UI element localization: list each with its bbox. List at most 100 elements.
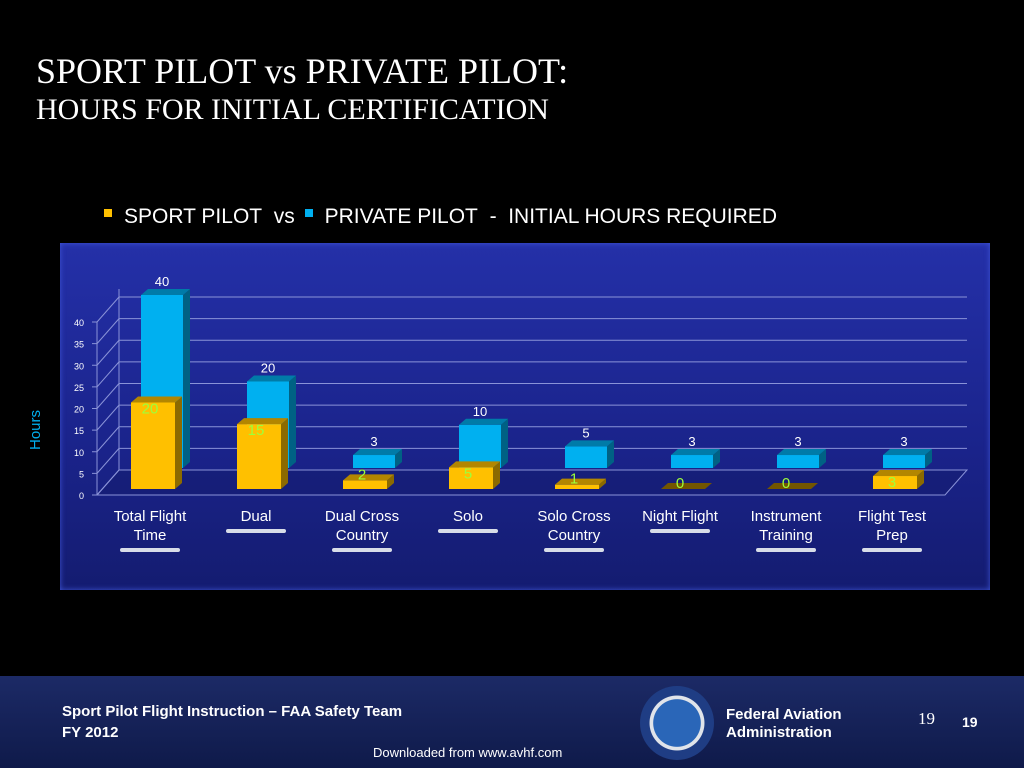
grid-diagonal <box>96 404 120 431</box>
bar-private-top <box>141 289 190 295</box>
bar-sport <box>343 480 387 489</box>
x-tick-label: Dual Cross Country <box>316 507 408 552</box>
bar-private-side <box>713 449 720 468</box>
grid-diagonal <box>96 448 120 474</box>
grid-diagonal <box>96 339 120 366</box>
org-name: Administration <box>726 724 832 741</box>
legend-note: - INITIAL HOURS REQUIRED <box>489 205 777 228</box>
value-label: 0 <box>676 475 684 492</box>
grid-diagonal <box>96 318 120 344</box>
bar-sport <box>237 424 281 489</box>
value-label: 3 <box>794 434 801 449</box>
value-label: 3 <box>888 474 896 491</box>
value-label: 40 <box>155 274 169 289</box>
bar-sport-side <box>599 478 606 489</box>
bar-private-side <box>395 449 402 468</box>
bar-private-top <box>777 449 826 456</box>
y-tick-label: 30 <box>74 361 84 371</box>
org-name: Federal Aviation <box>726 706 842 723</box>
bar-private-side <box>183 289 190 468</box>
y-tick-label: 15 <box>74 426 84 436</box>
value-label: 1 <box>570 471 578 488</box>
bar-private-top <box>565 440 614 447</box>
bar-private <box>353 455 395 468</box>
bar-sport <box>131 402 175 489</box>
bar-private <box>883 455 925 468</box>
faa-logo <box>640 686 714 760</box>
value-label: 15 <box>248 422 265 439</box>
x-tick-label: Instrument Training <box>740 507 832 552</box>
grid-diagonal <box>96 469 120 496</box>
x-tick-label: Dual <box>210 507 302 533</box>
value-label: 20 <box>142 401 159 418</box>
legend: SPORT PILOT vs PRIVATE PILOT - INITIAL H… <box>104 205 777 229</box>
page-number: 19 <box>918 709 935 728</box>
grid-diagonal <box>96 361 120 388</box>
footer-text: FY 2012 <box>62 724 119 741</box>
bar-private <box>565 446 607 468</box>
bar-private-side <box>607 440 614 468</box>
x-tick-label: Solo <box>422 507 514 533</box>
x-tick-label: Total Flight Time <box>104 507 196 552</box>
y-tick-label: 40 <box>74 318 84 328</box>
bar-sport <box>555 484 599 489</box>
bar-private-top <box>883 449 932 456</box>
bar-sport-top <box>555 478 606 485</box>
value-label: 3 <box>900 434 907 449</box>
bar-sport-top <box>131 396 182 403</box>
bar-sport-side <box>281 418 288 489</box>
bar-sport-side <box>387 474 394 489</box>
bar-sport-side <box>917 470 924 489</box>
bar-sport-top <box>661 483 712 489</box>
x-tick-label: Flight Test Prep <box>846 507 938 552</box>
page-number: 19 <box>962 714 978 730</box>
value-label: 0 <box>782 475 790 492</box>
y-tick-label: 35 <box>74 340 84 350</box>
value-label: 10 <box>473 404 487 419</box>
bar-private-side <box>289 375 296 468</box>
y-tick-label: 0 <box>79 491 84 501</box>
grid-diagonal <box>96 426 120 453</box>
bar-sport-top <box>449 461 500 468</box>
bar-sport <box>449 467 493 489</box>
footer-text: Sport Pilot Flight Instruction – FAA Saf… <box>62 703 403 720</box>
y-axis-label: Hours <box>27 410 44 450</box>
x-tick-label: Solo Cross Country <box>528 507 620 552</box>
footer: Sport Pilot Flight Instruction – FAA Saf… <box>0 676 1024 768</box>
y-tick-label: 10 <box>74 448 84 458</box>
bar-sport <box>873 476 917 489</box>
bar-private-side <box>501 418 508 468</box>
title: SPORT PILOT vs PRIVATE PILOT: <box>36 51 569 91</box>
bar-private-top <box>671 449 720 456</box>
source-text: Downloaded from www.avhf.com <box>373 745 563 760</box>
subtitle: HOURS FOR INITIAL CERTIFICATION <box>36 93 549 126</box>
value-label: 2 <box>358 466 366 483</box>
x-tick-label: Night Flight <box>634 507 726 533</box>
bar-private-top <box>353 449 402 456</box>
bar-private <box>777 455 819 468</box>
legend-label: PRIVATE PILOT <box>324 205 478 228</box>
bar-private <box>459 424 501 468</box>
bar-sport-top <box>767 483 818 489</box>
bar-sport-top <box>343 474 394 481</box>
floor <box>95 469 969 496</box>
y-tick-label: 25 <box>74 383 84 393</box>
grid-diagonal <box>96 383 120 409</box>
value-label: 3 <box>688 434 695 449</box>
bar-sport-side <box>175 396 182 489</box>
value-label: 5 <box>582 425 589 440</box>
value-label: 3 <box>370 434 377 449</box>
bar-private <box>671 455 713 468</box>
bar-private-side <box>925 449 932 468</box>
bar-sport-side <box>493 461 500 489</box>
bar-private-side <box>819 449 826 468</box>
grid-diagonal <box>96 296 120 323</box>
legend-separator: vs <box>273 205 295 228</box>
bar-sport-top <box>873 470 924 477</box>
bar-sport-top <box>237 418 288 425</box>
value-label: 5 <box>464 465 472 482</box>
bar-private-top <box>459 418 508 425</box>
legend-swatch <box>104 209 112 217</box>
